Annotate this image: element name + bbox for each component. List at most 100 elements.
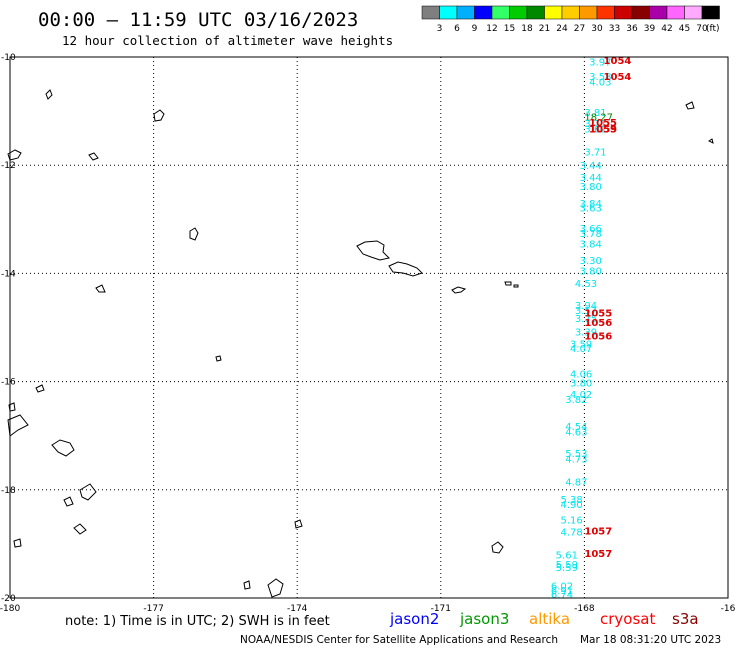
island-small-12 [35, 384, 45, 393]
wave-height-value: 4.78 [560, 527, 582, 538]
color-scale-label: 6 [454, 24, 460, 34]
color-scale-label: 36 [626, 24, 638, 34]
units-note: note: 1) Time is in UTC; 2) SWH is in fe… [65, 614, 330, 629]
wave-height-value: 3.44 [580, 173, 602, 184]
pass-number-label: 1056 [584, 318, 612, 329]
wave-height-value: 5.53 [565, 449, 587, 460]
wave-height-value: 4.02 [570, 390, 592, 401]
island-small-5 [88, 152, 99, 161]
color-scale-swatch [666, 5, 685, 20]
island-niue [491, 541, 504, 554]
map-title: 00:00 – 11:59 UTC 03/16/2023 [38, 9, 358, 31]
island-samoa-savaii [356, 240, 390, 261]
wave-height-value: 4.90 [560, 500, 582, 511]
pass-number-label: 1059 [589, 124, 617, 135]
color-scale-label: 9 [472, 24, 478, 34]
wave-height-value: 4.07 [570, 344, 592, 355]
color-scale-label: 30 [591, 24, 603, 34]
island-small-10 [73, 523, 87, 535]
wave-height-value: 6.91 [551, 586, 573, 597]
wave-height-value: 18.27 [584, 113, 613, 124]
generated-timestamp: Mar 18 08:31:20 UTC 2023 [580, 634, 721, 646]
wave-height-value: 3.80 [570, 379, 592, 390]
longitude-tick-label: -171 [431, 604, 451, 614]
color-scale-swatch [509, 5, 528, 20]
island-small-9 [708, 138, 714, 144]
wave-height-value: 4.87 [565, 478, 587, 489]
island-small-8 [685, 101, 695, 110]
island-samoa-upolu [388, 261, 423, 277]
altimeter-observations: 3.973.584.033.8118.273.713.623.713.443.4… [551, 56, 632, 601]
latitude-tick-label: -10 [1, 53, 16, 63]
color-scale-label: 27 [574, 24, 585, 34]
wave-height-value: 4.73 [565, 454, 587, 465]
island-small-1 [504, 281, 512, 286]
wave-height-value: 4.54 [565, 422, 587, 433]
island-small-3 [45, 89, 53, 100]
wave-height-value: 5.16 [560, 516, 582, 527]
wave-height-value: 4.53 [575, 279, 597, 290]
island-tonga-2 [267, 578, 284, 598]
pass-number-label: 1057 [584, 549, 612, 560]
longitude-tick-labels: -180 -177 -174 -171 -168 -16 [0, 604, 736, 614]
color-scale-legend: 3 6 9 12 15 18 21 24 27 30 33 36 39 42 45 70 [421, 5, 720, 34]
color-scale-swatch [649, 5, 668, 20]
sat-altika: altika [529, 610, 570, 628]
color-scale-label: 21 [539, 24, 550, 34]
island-uvea [153, 109, 165, 122]
wave-height-value: 5.38 [560, 495, 582, 506]
pass-number-label: 1054 [604, 56, 632, 67]
island-small-7 [215, 355, 222, 362]
island-tutuila [451, 286, 467, 294]
sat-cryosat: cryosat [600, 610, 655, 628]
wave-height-value: 3.81 [584, 108, 606, 119]
wave-height-value: 5.59 [556, 563, 578, 574]
map-frame [9, 56, 729, 599]
longitude-tick-label: -16 [721, 604, 736, 614]
color-scale-unit: (ft) [706, 24, 720, 34]
sat-jason2: jason2 [389, 610, 439, 628]
island-small-6 [95, 284, 106, 293]
color-scale-label: 70 [696, 24, 708, 34]
island-small-2 [513, 284, 519, 288]
color-scale-swatch [631, 5, 650, 20]
wave-height-value: 3.80 [580, 267, 602, 278]
color-scale-swatch [439, 5, 458, 20]
latitude-tick-label: -16 [1, 378, 16, 388]
island-small-11 [13, 538, 22, 548]
island-fiji-3 [79, 483, 97, 501]
latitude-tick-label: -18 [1, 486, 16, 496]
color-scale-swatch [421, 5, 440, 20]
wave-height-value: 3.71 [584, 119, 606, 130]
wave-height-value: 3.80 [580, 182, 602, 193]
latitude-tick-labels: -10 -12 -14 -16 -18 -20 [1, 53, 16, 604]
pass-number-label: 1057 [584, 526, 612, 537]
wave-height-value: 5.61 [556, 551, 578, 562]
wave-height-value: 3.71 [584, 148, 606, 159]
wave-height-value: 4.06 [570, 369, 592, 380]
island-fiji-2 [51, 439, 75, 457]
color-scale-swatch [491, 5, 510, 20]
latitude-tick-label: -12 [1, 161, 16, 171]
wave-height-value: 6.74 [551, 590, 573, 601]
wave-height-value: 4.63 [565, 427, 587, 438]
credit-line: NOAA/NESDIS Center for Satellite Applica… [240, 634, 558, 646]
sat-jason3: jason3 [459, 610, 509, 628]
wave-height-value: 3.82 [565, 395, 587, 406]
longitude-tick-label: -180 [0, 604, 20, 614]
wave-height-value: 3.84 [580, 199, 602, 210]
wave-height-value: 6.02 [551, 582, 573, 593]
longitude-tick-label: -174 [287, 604, 308, 614]
wave-height-value: 4.03 [589, 77, 611, 88]
longitude-tick-label: -168 [574, 604, 595, 614]
longitude-tick-label: -177 [143, 604, 163, 614]
wave-height-value: 3.30 [580, 256, 602, 267]
wave-height-value: 5.59 [556, 560, 578, 571]
color-scale-label: 18 [521, 24, 533, 34]
wave-height-value: 3.39 [575, 327, 597, 338]
island-tonga-1 [294, 519, 303, 529]
map-background [10, 57, 728, 598]
wave-height-value: 3.62 [584, 124, 606, 135]
island-fiji-4 [63, 496, 74, 507]
